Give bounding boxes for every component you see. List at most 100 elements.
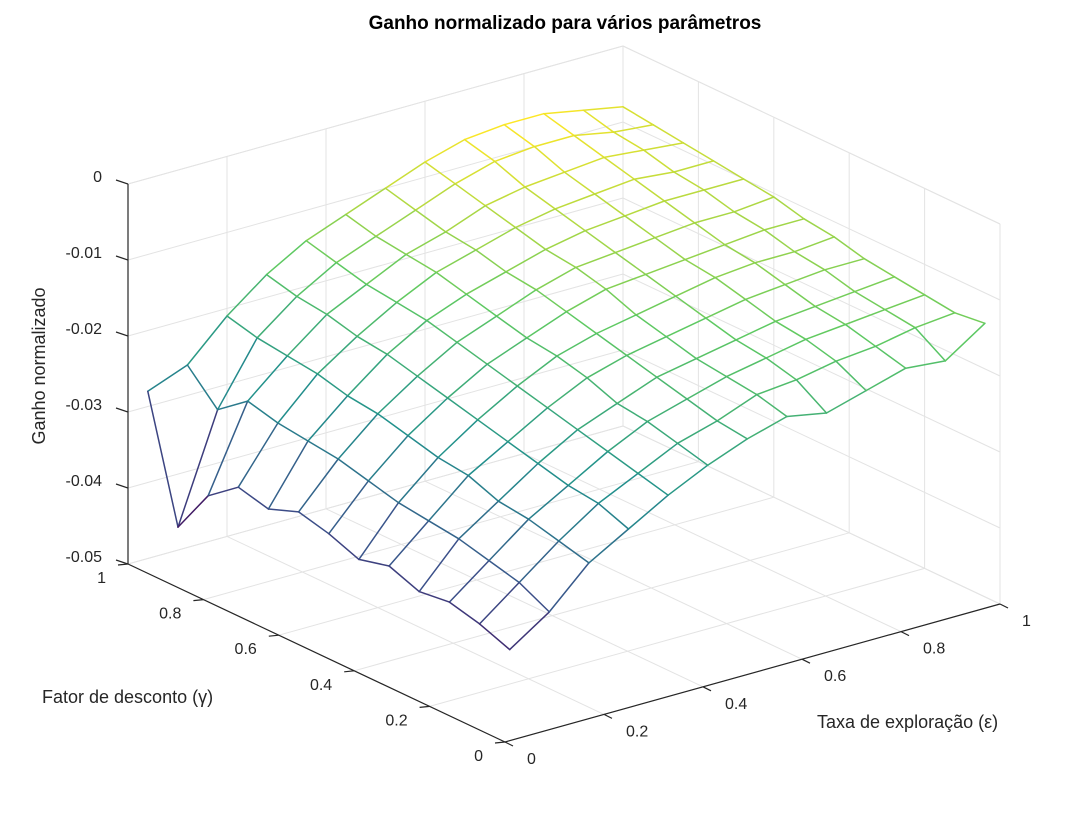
surface-segment: [543, 109, 585, 115]
surface-segment: [874, 326, 916, 348]
surface-segment: [514, 208, 556, 229]
surface-segment: [467, 474, 500, 502]
surface-segment: [563, 156, 605, 173]
surface-segment: [544, 248, 577, 269]
surface-segment: [497, 462, 539, 502]
surface-segment: [186, 364, 219, 411]
surface-segment: [424, 138, 466, 163]
surface-segment: [558, 502, 600, 542]
surface-segment: [226, 273, 268, 317]
surface-segment: [526, 337, 558, 357]
x-axis-label: Taxa de exploração (ε): [817, 712, 998, 732]
surface-segment: [582, 106, 624, 111]
surface-segment: [635, 295, 677, 316]
surface-segment: [663, 189, 705, 202]
surface-segment: [954, 312, 986, 325]
surface-segment: [652, 124, 685, 144]
x-tick-mark: [603, 713, 613, 719]
surface-segment: [388, 520, 430, 567]
surface-segment: [418, 538, 460, 593]
z-tick-label: -0.05: [66, 549, 103, 566]
floor-grid-y: [278, 496, 774, 636]
surface-segment: [712, 160, 745, 180]
surface-segment: [746, 415, 788, 440]
y-tick-label: 0.6: [235, 641, 257, 658]
surface-segment: [635, 314, 668, 338]
surface-segment: [823, 257, 866, 271]
surface-segment: [814, 290, 856, 308]
surface-segment: [346, 395, 379, 415]
surface-segment: [416, 341, 458, 377]
surface-segment: [795, 379, 828, 414]
z-tick-mark: [115, 255, 129, 261]
surface-segment: [397, 456, 439, 504]
surface-segment: [605, 273, 647, 290]
floor-grid-y: [203, 461, 699, 601]
surface-segment: [724, 243, 756, 264]
surface-segment: [414, 183, 456, 211]
y-tick-label: 1: [97, 570, 106, 587]
surface-segment: [375, 235, 407, 256]
surface-segment: [627, 494, 669, 530]
surface-segment: [835, 360, 867, 392]
surface-mesh: [147, 106, 986, 651]
surface-segment: [654, 236, 686, 261]
surface-segment: [556, 332, 598, 357]
surface-segment: [346, 353, 388, 397]
surface-segment: [576, 402, 618, 431]
surface-segment: [365, 283, 398, 304]
surface-segment: [535, 289, 568, 313]
surface-segment: [595, 314, 637, 335]
surface-segment: [316, 373, 349, 397]
surface-segment: [567, 450, 609, 487]
surface-segment: [676, 420, 718, 445]
surface-segment: [358, 558, 390, 567]
surface-segment: [237, 422, 279, 488]
surface-segment: [177, 495, 209, 528]
surface-segment: [297, 458, 339, 513]
surface-segment: [407, 397, 449, 437]
surface-segment: [835, 345, 877, 362]
surface-segment: [505, 248, 547, 273]
floor-grid-y: [429, 567, 925, 707]
surface-segment: [763, 229, 796, 253]
surface-segment: [733, 211, 766, 231]
surface-segment: [377, 413, 409, 437]
surface-segment: [914, 312, 956, 329]
surface-segment: [644, 258, 686, 276]
x-tick-mark: [702, 686, 712, 692]
surface-segment: [814, 305, 847, 326]
z-tick-label: -0.01: [66, 245, 103, 262]
y-tick-label: 0.4: [310, 677, 332, 694]
surface-segment: [427, 520, 460, 540]
surface-segment: [735, 320, 777, 341]
surface-segment: [756, 379, 798, 396]
surface-segment: [516, 355, 558, 387]
surface-segment: [693, 211, 735, 224]
surface-segment: [458, 538, 490, 562]
z-tick-label: -0.03: [66, 397, 103, 414]
surface-segment: [586, 354, 628, 379]
surface-segment: [854, 276, 896, 293]
surface-segment: [716, 420, 749, 440]
surface-segment: [507, 407, 549, 443]
surface-segment: [605, 288, 637, 316]
surface-segment: [444, 204, 487, 233]
surface-segment: [475, 226, 517, 251]
surface-segment: [524, 171, 566, 188]
surface-segment: [307, 440, 339, 460]
surface-segment: [486, 363, 519, 387]
surface-segment: [733, 196, 775, 213]
z-tick-mark: [115, 483, 129, 489]
surface-segment: [484, 204, 517, 229]
y-tick-mark: [344, 670, 355, 673]
surface-segment: [656, 357, 698, 378]
y-axis-line: [127, 563, 506, 743]
surface-segment: [603, 156, 636, 180]
y-tick-mark: [268, 634, 279, 637]
surface-segment: [676, 442, 709, 466]
surface-segment: [607, 450, 639, 475]
surface-segment: [584, 215, 626, 232]
surface-segment: [305, 213, 347, 242]
